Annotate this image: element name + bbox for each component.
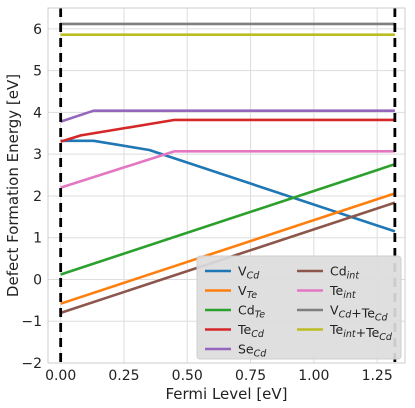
y-tick-label: 6 — [33, 22, 42, 38]
legend-label: VCd — [238, 264, 260, 282]
legend-label: Teint — [329, 283, 357, 301]
x-tick-labels: 0.00 0.25 0.50 0.75 1.00 1.25 — [45, 368, 393, 384]
series-line-3 — [60, 118, 395, 143]
legend-label: VCd+TeCd — [330, 303, 389, 324]
y-tick-label: 0 — [33, 272, 42, 288]
y-tick-label: 1 — [33, 231, 42, 247]
series-line-0 — [60, 139, 396, 233]
legend-label: Teint+TeCd — [329, 322, 393, 343]
x-tick-label: 0.25 — [108, 368, 139, 384]
legend-label: TeCd — [237, 322, 265, 340]
y-tick-label: 5 — [33, 64, 42, 80]
grid — [48, 8, 405, 364]
x-axis-title: Fermi Level [eV] — [165, 385, 287, 403]
x-tick-label: 0.50 — [172, 368, 203, 384]
legend-label: VTe — [238, 283, 257, 301]
plot-frame — [47, 7, 406, 364]
legend-label: Cdint — [330, 264, 360, 282]
series-line-2 — [60, 162, 396, 276]
legend-box — [196, 255, 402, 360]
y-tick-label: −1 — [21, 314, 42, 330]
y-tick-label: 2 — [33, 189, 42, 205]
series-line-6 — [60, 150, 395, 189]
series-lines — [60, 22, 396, 315]
series-line-1 — [60, 192, 396, 305]
y-tick-labels: −2 −1 0 1 2 3 4 5 6 — [21, 22, 42, 372]
x-tick-label: 0.75 — [235, 368, 266, 384]
x-tick-label: 0.00 — [45, 368, 76, 384]
y-axis-title: Defect Formation Energy [eV] — [4, 74, 22, 297]
y-tick-label: −2 — [21, 356, 42, 372]
x-tick-label: 1.00 — [298, 368, 329, 384]
x-tick-label: 1.25 — [362, 368, 393, 384]
legend-label: CdTe — [238, 303, 265, 321]
y-tick-label: 3 — [33, 147, 42, 163]
legend-label: SeCd — [238, 342, 267, 360]
y-tick-label: 4 — [33, 105, 42, 121]
series-line-4 — [60, 109, 395, 123]
